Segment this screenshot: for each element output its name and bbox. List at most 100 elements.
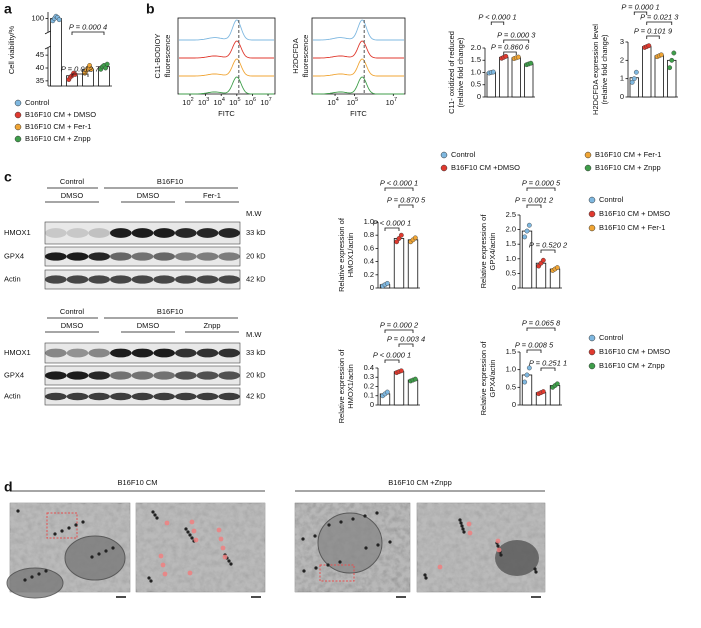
p-value: P = 0.000 4 [69,22,107,31]
significance-bracket [71,73,89,77]
blot-band [153,392,176,401]
tick-exponent: 4 [222,97,225,103]
data-point [412,235,418,241]
data-point [658,52,664,58]
organelle [97,552,101,556]
significance-bracket [503,39,530,43]
flow-frame [177,17,276,95]
x-tick-label: 105 [347,97,358,107]
y-axis-label: Relative expression of [479,341,488,416]
mw-title: M.W [246,330,262,339]
panel-label: b [146,1,155,17]
y-axis-label: C11- oxidized of reduced [447,31,456,114]
blot-band [131,348,154,358]
data-point [540,389,546,394]
p-value: P = 0.101 9 [634,26,673,35]
data-point [88,66,94,72]
blot-band [175,392,197,401]
legend-label: B16F10 CM + Fer-1 [25,122,91,131]
data-point [522,379,528,385]
significance-bracket [526,349,542,353]
p-value: P = 0.520 2 [529,240,568,249]
histogram-curve [313,40,404,59]
y-tick-label: 1.5 [471,55,481,64]
flow-frame [311,17,406,95]
y-tick-label: 1.0 [506,254,516,263]
tick-exponent: 5 [237,97,240,103]
marked-mitochondrion [220,545,226,551]
y-tick-label: 0 [370,400,374,409]
organelle [496,544,500,548]
nucleus [495,540,539,576]
legend-label: B16F10 CM + Fer-1 [595,150,661,159]
significance-bracket [526,187,556,191]
organelle [301,537,305,541]
zoom-box [319,564,355,582]
blot-band [131,392,154,401]
data-point [394,239,400,245]
x-tick-label: 104 [327,97,338,107]
blot-band [45,371,67,380]
legend-swatch [588,196,596,204]
group-label: Control [60,307,85,316]
y-tick-label: 35 [36,76,44,85]
tick-base: 10 [229,98,237,107]
legend-label: Control [599,195,624,204]
legend-swatch [440,164,448,172]
significance-bracket [490,21,505,25]
y-tick-label: 40 [36,63,44,72]
blot-band [45,392,67,401]
axis-break [44,30,52,50]
y-axis-label: (relative fold change) [600,34,609,105]
organelle [313,534,317,538]
y-tick-label: 0.1 [364,391,374,400]
blot-band [110,275,132,284]
bar [407,379,419,406]
organelle [153,513,157,517]
legend-label: B16F10 CM +DMSO [451,163,520,172]
treatment-label: DMSO [61,191,84,200]
organelle [111,546,115,550]
data-point [669,57,675,63]
organelle [60,529,64,533]
legend-label: Control [25,98,50,107]
blot-band [66,348,89,358]
y-tick-label: 0.5 [506,268,516,277]
y-axis-label: Relative expression of [479,214,488,289]
bar [486,72,496,98]
panel-label: d [4,479,13,495]
blot-band [175,348,197,358]
organelle [459,521,463,525]
y-tick-label: 0 [512,400,516,409]
data-point [56,17,62,23]
organelle [388,540,392,544]
p-value: P = 0.870 5 [387,195,426,204]
data-point [398,368,404,374]
y-tick-label: 3 [620,37,624,46]
treatment-label: DMSO [61,321,84,330]
tick-base: 10 [327,98,335,107]
blot-band [153,275,176,284]
blot-band [218,275,241,284]
y-tick-label: 1.0 [364,217,374,226]
tick-exponent: 4 [336,97,339,103]
organelle [458,518,462,522]
histogram-curve [313,76,404,95]
y-tick-label: 0.5 [471,80,481,89]
marked-mitochondrion [222,554,228,560]
row-label: Actin [4,274,21,283]
panel-label: a [4,1,12,17]
significance-bracket [384,227,400,231]
marked-mitochondrion [193,537,199,543]
blot-band [153,348,176,358]
marked-mitochondrion [189,519,195,525]
panel-label: c [4,169,12,185]
significance-bracket [398,343,414,347]
row-label: Actin [4,391,21,400]
organelle [227,559,231,563]
blot-band [196,348,219,358]
x-axis-label: FITC [218,109,235,118]
tick-base: 10 [182,98,190,107]
histogram-curve [313,58,404,77]
x-tick-label: 103 [198,97,209,107]
